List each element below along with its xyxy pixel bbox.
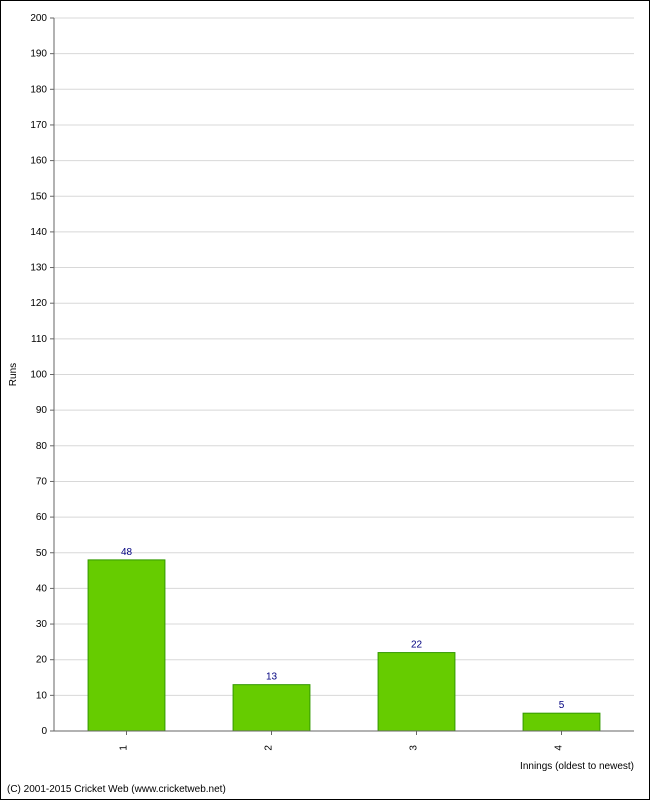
svg-text:5: 5 [559,700,565,711]
bar-chart: 0 10 20 30 40 50 60 70 80 90 100 110 120 130 140 150 160… [1,1,649,799]
svg-text:1: 1 [119,745,130,751]
svg-text:13: 13 [266,672,278,683]
svg-text:Runs: Runs [8,363,19,386]
chart-container: 0 10 20 30 40 50 60 70 80 90 100 110 120 130 140 150 160… [0,0,650,800]
svg-text:60: 60 [36,512,48,523]
svg-text:130: 130 [30,263,47,274]
svg-text:3: 3 [409,745,420,751]
svg-text:10: 10 [36,690,48,701]
svg-text:110: 110 [31,334,47,345]
svg-text:50: 50 [36,548,48,559]
svg-text:22: 22 [411,640,423,651]
svg-text:48: 48 [121,547,133,558]
svg-text:2: 2 [264,745,275,751]
svg-text:120: 120 [30,298,47,309]
svg-text:90: 90 [36,405,48,416]
svg-text:140: 140 [30,227,47,238]
svg-text:30: 30 [36,619,48,630]
svg-text:0: 0 [41,726,47,737]
svg-text:20: 20 [36,655,48,666]
svg-text:190: 190 [30,49,47,60]
svg-text:Innings (oldest to newest): Innings (oldest to newest) [520,761,634,772]
svg-text:170: 170 [30,120,47,131]
svg-text:80: 80 [36,441,48,452]
svg-text:100: 100 [30,370,47,381]
svg-text:200: 200 [30,13,47,24]
footer-copyright: (C) 2001-2015 Cricket Web (www.cricketwe… [7,784,226,795]
svg-text:180: 180 [30,84,47,95]
svg-text:150: 150 [30,191,47,202]
svg-text:40: 40 [36,583,48,594]
svg-text:160: 160 [30,156,47,167]
svg-text:70: 70 [36,476,48,487]
svg-text:4: 4 [554,745,565,751]
